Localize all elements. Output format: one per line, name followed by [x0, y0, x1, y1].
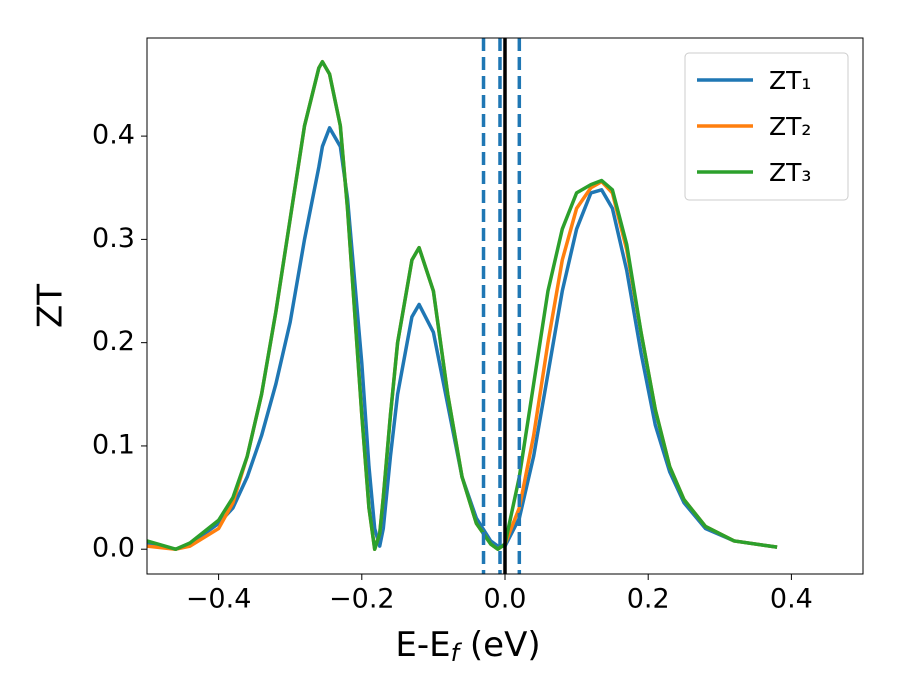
series-line [147, 60, 778, 551]
x-label-part: (eV) [459, 625, 541, 665]
legend-label: ZT₁ [769, 66, 811, 95]
y-tick-label: 0.3 [92, 223, 135, 254]
x-tick-label: −0.2 [329, 584, 395, 615]
legend-label: ZT₃ [769, 158, 811, 187]
y-tick-label: 0.4 [92, 120, 135, 151]
x-tick-label: −0.4 [186, 584, 252, 615]
x-label-part: E-E [395, 625, 450, 665]
y-tick-label: 0.0 [92, 533, 135, 564]
x-tick-label: 0.4 [770, 584, 813, 615]
legend-box [684, 52, 849, 201]
series-line [147, 126, 778, 551]
x-tick-label: 0.0 [484, 584, 527, 615]
x-axis-label: E-Ef (eV) [395, 625, 540, 668]
legend-label: ZT₂ [769, 112, 811, 141]
y-axis-label: ZT [31, 284, 71, 328]
y-tick-label: 0.1 [92, 429, 135, 460]
y-tick-label: 0.2 [92, 326, 135, 357]
x-tick-label: 0.2 [627, 584, 670, 615]
